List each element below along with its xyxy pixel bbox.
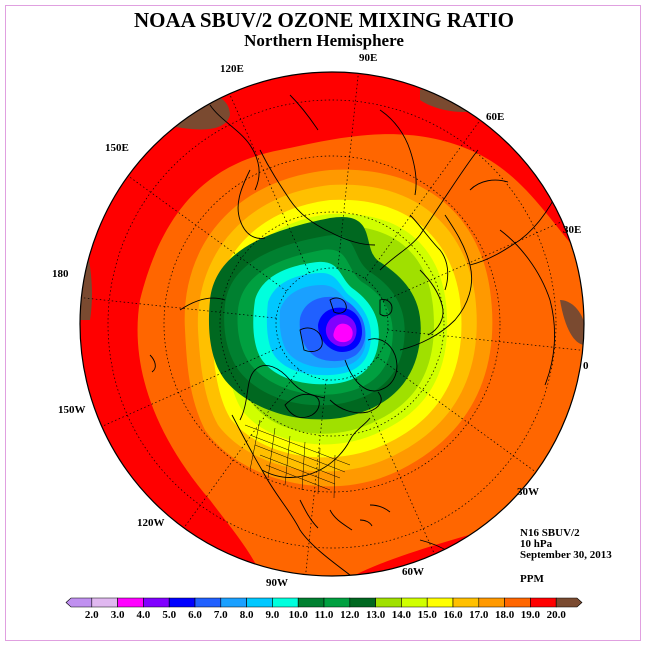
colorbar-tick-label: 13.0: [365, 609, 386, 621]
meridian-line: [81, 297, 277, 319]
colorbar-tick-label: 2.0: [84, 609, 99, 621]
state-boundaries: [244, 419, 351, 499]
lon-label-30w: 30W: [517, 486, 539, 498]
colorbar-swatch: [555, 597, 583, 608]
colorbar-swatch: [478, 597, 505, 608]
colorbar-swatch: [530, 597, 557, 608]
lon-label-150w: 150W: [58, 404, 86, 416]
colorbar-swatch: [91, 597, 118, 608]
colorbar-swatch: [349, 597, 376, 608]
meridian-line: [387, 329, 583, 351]
lon-label-60e: 60E: [486, 111, 505, 123]
lon-label-0: 0: [583, 360, 589, 372]
colorbar-tick-label: 20.0: [546, 609, 566, 621]
pressure-label: 10 hPa: [520, 538, 553, 550]
colorbar-tick-label: 18.0: [494, 609, 515, 621]
meridian-line: [377, 356, 537, 473]
colorbar-swatch: [452, 597, 480, 608]
meridian-line: [354, 375, 435, 555]
colorbar-tick-label: 12.0: [340, 609, 360, 621]
colorbar-swatch: [323, 597, 351, 608]
latitude-circles: [107, 99, 557, 549]
colorbar-tick-label: 7.0: [213, 609, 228, 621]
colorbar-tick-label: 11.0: [314, 609, 334, 621]
lon-label-90w: 90W: [266, 577, 288, 589]
map-border: [79, 71, 585, 577]
colorbar-swatch: [375, 597, 402, 608]
lon-label-150e: 150E: [105, 142, 129, 154]
map-title: NOAA SBUV/2 OZONE MIXING RATIO: [134, 8, 514, 32]
colorbar-tick-label: 15.0: [417, 609, 437, 621]
colorbar-tick-label: 9.0: [265, 609, 280, 621]
colorbar-swatch: [246, 597, 273, 608]
colorbar-tick-label: 19.0: [520, 609, 541, 621]
colorbar-swatch: [143, 597, 170, 608]
meridian-line: [305, 379, 327, 575]
meridian-line: [127, 175, 287, 292]
lon-label-120w: 120W: [137, 517, 165, 529]
colorbar-tick-label: 5.0: [162, 609, 177, 621]
lon-label-90e: 90E: [359, 52, 378, 64]
colorbar-swatch: [401, 597, 428, 608]
colorbar-swatch: [194, 597, 222, 608]
lon-label-180: 180: [52, 268, 69, 280]
instrument-label: N16 SBUV/2: [520, 527, 580, 539]
colorbar-tick-label: 17.0: [469, 609, 489, 621]
date-label: September 30, 2013: [520, 549, 612, 561]
colorbar-swatch: [272, 597, 299, 608]
colorbar-tick-label: 3.0: [110, 609, 125, 621]
colorbar-swatch: [168, 597, 196, 608]
units-label: PPM: [520, 573, 544, 585]
colorbar-swatch: [117, 597, 144, 608]
colorbar-swatch: [504, 597, 531, 608]
colorbar-swatch: [65, 597, 93, 608]
meridian-lines: [81, 73, 583, 575]
meridian-line: [183, 369, 300, 529]
meridian-line: [383, 221, 563, 302]
figure-frame: [5, 5, 641, 641]
colorbar-swatch: [297, 597, 325, 608]
meridian-line: [337, 73, 359, 269]
colorbar-tick-label: 14.0: [391, 609, 412, 621]
meridian-line: [364, 119, 481, 279]
meridian-line: [229, 93, 310, 273]
colorbar-swatch: [220, 597, 247, 608]
contour-band-20-e: [560, 300, 584, 345]
colorbar-tick-label: 8.0: [239, 609, 254, 621]
lon-label-60w: 60W: [402, 566, 424, 578]
colorbar-tick-label: 4.0: [136, 609, 151, 621]
colorbar-swatch: [426, 597, 454, 608]
meridian-line: [101, 346, 281, 427]
colorbar-tick-label: 16.0: [443, 609, 463, 621]
contour-band-3: [333, 323, 353, 343]
map-subtitle: Northern Hemisphere: [244, 31, 404, 50]
lon-label-30e: 30E: [563, 224, 582, 236]
colorbar-tick-label: 6.0: [188, 609, 202, 621]
lon-label-120e: 120E: [220, 63, 244, 75]
colorbar-tick-label: 10.0: [288, 609, 308, 621]
